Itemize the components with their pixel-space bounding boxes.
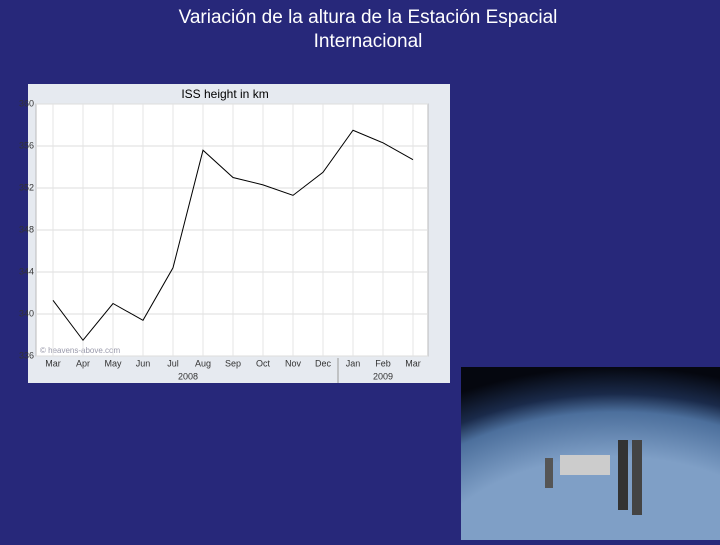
y-tick-label: 360 xyxy=(19,98,34,108)
x-tick-label: Sep xyxy=(225,358,241,368)
y-tick-label: 348 xyxy=(19,224,34,234)
iss-photo xyxy=(461,367,720,540)
x-tick-label: Nov xyxy=(285,358,302,368)
y-tick-label: 336 xyxy=(19,350,34,360)
x-tick-label: Jan xyxy=(346,358,361,368)
x-tick-label: Mar xyxy=(45,358,61,368)
watermark: © heavens-above.com xyxy=(40,346,120,355)
x-tick-label: Aug xyxy=(195,358,211,368)
year-label: 2009 xyxy=(373,371,393,381)
y-tick-label: 340 xyxy=(19,308,34,318)
data-line xyxy=(52,129,414,342)
chart-title: ISS height in km xyxy=(181,87,268,101)
y-tick-label: 352 xyxy=(19,182,34,192)
slide-title: Variación de la altura de la Estación Es… xyxy=(179,7,558,52)
x-tick-label: Jul xyxy=(167,358,179,368)
x-tick-label: Jun xyxy=(136,358,151,368)
x-tick-label: Oct xyxy=(256,358,271,368)
year-label: 2008 xyxy=(178,371,198,381)
x-tick-label: May xyxy=(104,358,122,368)
x-tick-label: Dec xyxy=(315,358,332,368)
y-tick-label: 356 xyxy=(19,140,34,150)
x-tick-label: Apr xyxy=(76,358,90,368)
x-tick-label: Feb xyxy=(375,358,391,368)
y-tick-label: 344 xyxy=(19,266,34,276)
x-tick-label: Mar xyxy=(405,358,421,368)
